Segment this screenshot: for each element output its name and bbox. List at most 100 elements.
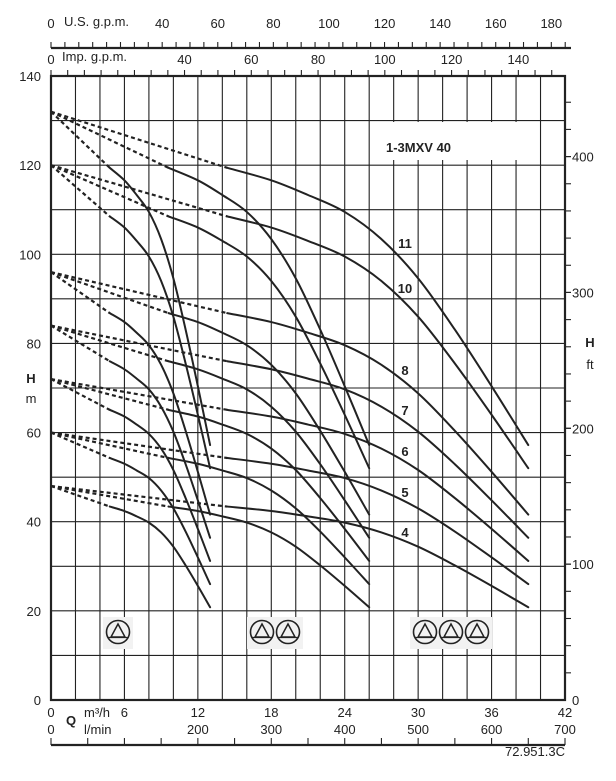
curve-11-1pump — [108, 166, 212, 447]
curve-10-1pump — [108, 215, 212, 470]
curve-6-2pump — [167, 408, 371, 562]
y-tick-label: 60 — [27, 426, 41, 441]
stage-label: 5 — [401, 485, 408, 500]
imp-gpm-tick-label: 120 — [441, 52, 463, 67]
y-right-tick-label: 300 — [572, 285, 594, 300]
imp-gpm-tick-label: 60 — [244, 52, 258, 67]
curve-4-2pump-shutoff-dashed — [50, 484, 169, 508]
us-gpm-tick-label: 80 — [266, 16, 280, 31]
curve-4-3pump-shutoff-dashed — [50, 484, 228, 508]
curve-5-2pump — [167, 456, 371, 586]
curve-8-3pump — [226, 312, 530, 516]
curve-8-2pump — [167, 312, 371, 516]
x-axis-symbol: Q — [66, 713, 76, 728]
reference-code: 72.951.3C — [505, 744, 565, 759]
curve-10-1pump-shutoff-dashed — [50, 164, 111, 218]
y-tick-label: 40 — [27, 515, 41, 530]
curve-8-3pump-shutoff-dashed — [50, 271, 228, 315]
x-tick-label-m3h: 42 — [558, 705, 572, 720]
curve-5-1pump — [108, 456, 212, 586]
imp-gpm-tick-label: 0 — [47, 52, 54, 67]
curve-5-3pump-shutoff-dashed — [50, 431, 228, 460]
stage-label: 10 — [398, 281, 412, 296]
us-gpm-tick-label: 60 — [211, 16, 225, 31]
circle-triangle-pump-icon — [412, 619, 438, 645]
x-tick-label-m3h: 6 — [121, 705, 128, 720]
y-right-axis-symbol: H — [585, 335, 594, 350]
circle-triangle-pump-icon — [464, 619, 490, 645]
us-gpm-tick-label: 0 — [47, 16, 54, 31]
x-tick-label-m3h: 24 — [337, 705, 351, 720]
y-axis-unit: m — [26, 391, 37, 406]
curve-11-3pump-shutoff-dashed — [50, 110, 228, 169]
y-tick-label: 140 — [19, 69, 41, 84]
imp-gpm-tick-label: 100 — [374, 52, 396, 67]
curve-5-1pump-shutoff-dashed — [50, 431, 111, 459]
x-tick-label-m3h: 0 — [47, 705, 54, 720]
x-tick-label-lmin: 200 — [187, 722, 209, 737]
us-gpm-axis-label: U.S. g.p.m. — [64, 14, 129, 29]
y-tick-label: 120 — [19, 158, 41, 173]
curve-11-2pump-shutoff-dashed — [50, 110, 169, 169]
curve-10-2pump-shutoff-dashed — [50, 164, 169, 218]
circle-triangle-pump-icon — [105, 619, 131, 645]
curve-10-3pump-shutoff-dashed — [50, 164, 228, 218]
us-gpm-tick-label: 140 — [429, 16, 451, 31]
curve-5-3pump — [226, 456, 530, 586]
us-gpm-tick-label: 100 — [318, 16, 340, 31]
x-tick-label-m3h: 30 — [411, 705, 425, 720]
x-tick-label-m3h: 36 — [484, 705, 498, 720]
y-tick-label: 80 — [27, 336, 41, 351]
curve-8-1pump-shutoff-dashed — [50, 271, 111, 315]
curve-5-2pump-shutoff-dashed — [50, 431, 169, 460]
curve-4-2pump — [167, 505, 371, 609]
y-right-tick-label: 400 — [572, 150, 594, 165]
curve-10-2pump — [167, 215, 371, 470]
curve-7-3pump-shutoff-dashed — [50, 324, 228, 363]
curve-4-3pump — [226, 505, 530, 609]
x-tick-label-lmin: 600 — [481, 722, 503, 737]
circle-triangle-pump-icon — [249, 619, 275, 645]
curve-4-1pump — [108, 505, 212, 609]
stage-label: 6 — [401, 444, 408, 459]
us-gpm-tick-label: 120 — [374, 16, 396, 31]
us-gpm-tick-label: 180 — [540, 16, 562, 31]
circle-triangle-pump-icon — [275, 619, 301, 645]
curve-7-2pump — [167, 360, 371, 539]
curve-7-1pump — [108, 360, 212, 539]
curve-6-2pump-shutoff-dashed — [50, 378, 169, 411]
curve-10-3pump — [226, 215, 530, 470]
x-tick-label-m3h: 18 — [264, 705, 278, 720]
title-background — [382, 122, 529, 160]
y-axis-symbol: H — [26, 371, 35, 386]
curve-6-1pump — [108, 408, 212, 562]
plot-frame — [49, 74, 567, 702]
curve-8-2pump-shutoff-dashed — [50, 271, 169, 315]
chart-title: 1-3MXV 40 — [386, 140, 451, 155]
y-tick-label: 100 — [19, 247, 41, 262]
x-tick-label-lmin: 700 — [554, 722, 576, 737]
curve-7-3pump — [226, 360, 530, 539]
imp-gpm-tick-label: 80 — [311, 52, 325, 67]
y-right-tick-label: 200 — [572, 421, 594, 436]
y-right-tick-label: 0 — [572, 693, 579, 708]
curve-6-3pump — [226, 408, 530, 562]
stage-label: 4 — [401, 525, 409, 540]
y-tick-label: 0 — [34, 693, 41, 708]
stage-label: 7 — [401, 403, 408, 418]
curve-11-2pump — [167, 166, 371, 447]
imp-gpm-tick-label: 140 — [507, 52, 529, 67]
x-axis-unit-lmin: l/min — [84, 722, 111, 737]
circle-triangle-pump-icon — [438, 619, 464, 645]
x-tick-label-lmin: 300 — [260, 722, 282, 737]
x-tick-label-m3h: 12 — [191, 705, 205, 720]
stage-label: 11 — [398, 236, 412, 251]
curve-7-1pump-shutoff-dashed — [50, 324, 111, 363]
curve-8-1pump — [108, 312, 212, 516]
us-gpm-tick-label: 160 — [485, 16, 507, 31]
y-right-axis-unit: ft — [586, 357, 594, 372]
stage-label: 8 — [401, 363, 408, 378]
y-right-tick-label: 100 — [572, 557, 594, 572]
imp-gpm-tick-label: 40 — [177, 52, 191, 67]
